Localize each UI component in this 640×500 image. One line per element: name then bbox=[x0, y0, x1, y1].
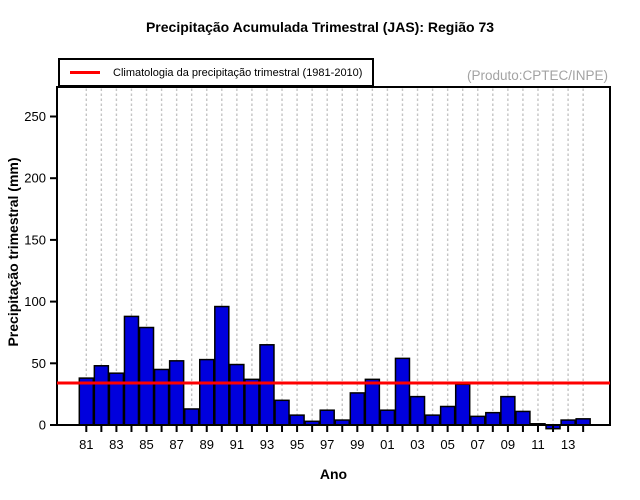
bar-1986 bbox=[153, 368, 170, 426]
y-tick-label: 250 bbox=[24, 109, 46, 124]
x-tick-label: 01 bbox=[380, 437, 394, 452]
x-tick-label: 81 bbox=[79, 437, 93, 452]
legend-label: Climatologia da precipitação trimestral … bbox=[113, 66, 363, 79]
bar-2001 bbox=[379, 409, 396, 426]
bar-2004 bbox=[424, 414, 441, 426]
bar-1993 bbox=[259, 344, 275, 426]
bar-1987 bbox=[168, 360, 185, 426]
bar-1981 bbox=[78, 377, 95, 426]
chart-title: Precipitação Acumulada Trimestral (JAS):… bbox=[145, 19, 495, 35]
producer-watermark: (Produto:CPTEC/INPE) bbox=[466, 68, 608, 83]
bar-1997 bbox=[319, 409, 335, 426]
bar-1988 bbox=[183, 408, 200, 426]
bar-1995 bbox=[289, 414, 305, 426]
bar-2002 bbox=[394, 357, 411, 426]
bar-1982 bbox=[93, 365, 110, 426]
x-tick-label: 13 bbox=[561, 437, 575, 452]
x-tick-label: 99 bbox=[350, 437, 364, 452]
x-tick-label: 03 bbox=[410, 437, 424, 452]
y-tick-label: 100 bbox=[24, 294, 46, 309]
y-tick-label: 0 bbox=[39, 418, 46, 433]
x-tick-label: 95 bbox=[290, 437, 304, 452]
bar-1985 bbox=[138, 326, 155, 426]
bar-2006 bbox=[454, 383, 471, 426]
bar-2007 bbox=[470, 415, 486, 426]
legend: Climatologia da precipitação trimestral … bbox=[58, 58, 375, 87]
bar-1990 bbox=[214, 305, 230, 426]
x-tick-label: 11 bbox=[531, 437, 545, 452]
plot-border bbox=[56, 86, 611, 426]
x-tick-label: 89 bbox=[200, 437, 214, 452]
x-tick-label: 93 bbox=[260, 437, 274, 452]
x-tick-label: 87 bbox=[169, 437, 183, 452]
x-tick-label: 85 bbox=[139, 437, 153, 452]
bar-1999 bbox=[349, 392, 366, 426]
x-tick-label: 05 bbox=[440, 437, 454, 452]
climatology-line-swatch bbox=[70, 71, 100, 74]
y-tick-label: 150 bbox=[24, 232, 46, 247]
x-tick-label: 07 bbox=[471, 437, 485, 452]
bar-1983 bbox=[108, 372, 125, 426]
x-tick-label: 91 bbox=[230, 437, 244, 452]
bar-2010 bbox=[515, 410, 531, 426]
y-axis-title: Precipitação trimestral (mm) bbox=[5, 157, 21, 347]
bar-1992 bbox=[244, 378, 260, 426]
bar-1994 bbox=[274, 399, 290, 426]
bar-1989 bbox=[198, 358, 215, 426]
bar-1991 bbox=[229, 363, 245, 426]
bar-2008 bbox=[485, 411, 501, 426]
bar-1984 bbox=[123, 315, 140, 426]
bar-2000 bbox=[364, 378, 381, 426]
x-tick-label: 83 bbox=[109, 437, 123, 452]
x-tick-label: 09 bbox=[501, 437, 515, 452]
y-tick-label: 50 bbox=[32, 356, 46, 371]
bar-2003 bbox=[409, 395, 426, 426]
x-axis-title: Ano bbox=[319, 466, 348, 482]
bar-2005 bbox=[439, 405, 456, 426]
bar-2009 bbox=[500, 395, 516, 426]
y-tick-label: 200 bbox=[24, 171, 46, 186]
x-tick-label: 97 bbox=[320, 437, 334, 452]
